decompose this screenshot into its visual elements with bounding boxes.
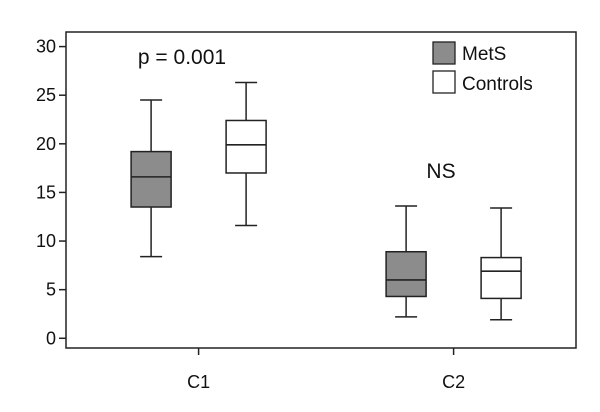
- box-body: [225, 119, 267, 174]
- y-tick-label: 30: [36, 37, 56, 57]
- ns-annotation: NS: [426, 160, 455, 183]
- y-axis: 0 5 10 15 20 25 30: [36, 37, 66, 348]
- x-axis: C1 C2: [187, 348, 465, 392]
- y-tick-label: 15: [36, 182, 56, 202]
- y-tick-label: 25: [36, 85, 56, 105]
- box-controls-c1: [225, 81, 267, 227]
- p-value-annotation: p = 0.001: [138, 46, 226, 69]
- y-tick-label: 20: [36, 134, 56, 154]
- x-tick-label: C2: [442, 372, 465, 392]
- y-tick-label: 0: [46, 328, 56, 348]
- legend-swatch-controls: [432, 70, 456, 94]
- box-body: [130, 150, 172, 208]
- y-tick-label: 5: [46, 280, 56, 300]
- y-tick-label: 10: [36, 231, 56, 251]
- legend: MetS Controls: [432, 41, 533, 95]
- box-mets-c1: [130, 99, 172, 258]
- box-controls-c2: [480, 207, 522, 321]
- plot-frame: [65, 31, 577, 349]
- box-mets-c2: [385, 205, 427, 318]
- legend-label-mets: MetS: [462, 44, 506, 65]
- x-tick-label: C1: [187, 372, 210, 392]
- box-series: [130, 81, 522, 321]
- legend-label-controls: Controls: [462, 74, 533, 95]
- box-body: [385, 250, 427, 298]
- box-body: [480, 256, 522, 300]
- legend-swatch-mets: [432, 41, 456, 65]
